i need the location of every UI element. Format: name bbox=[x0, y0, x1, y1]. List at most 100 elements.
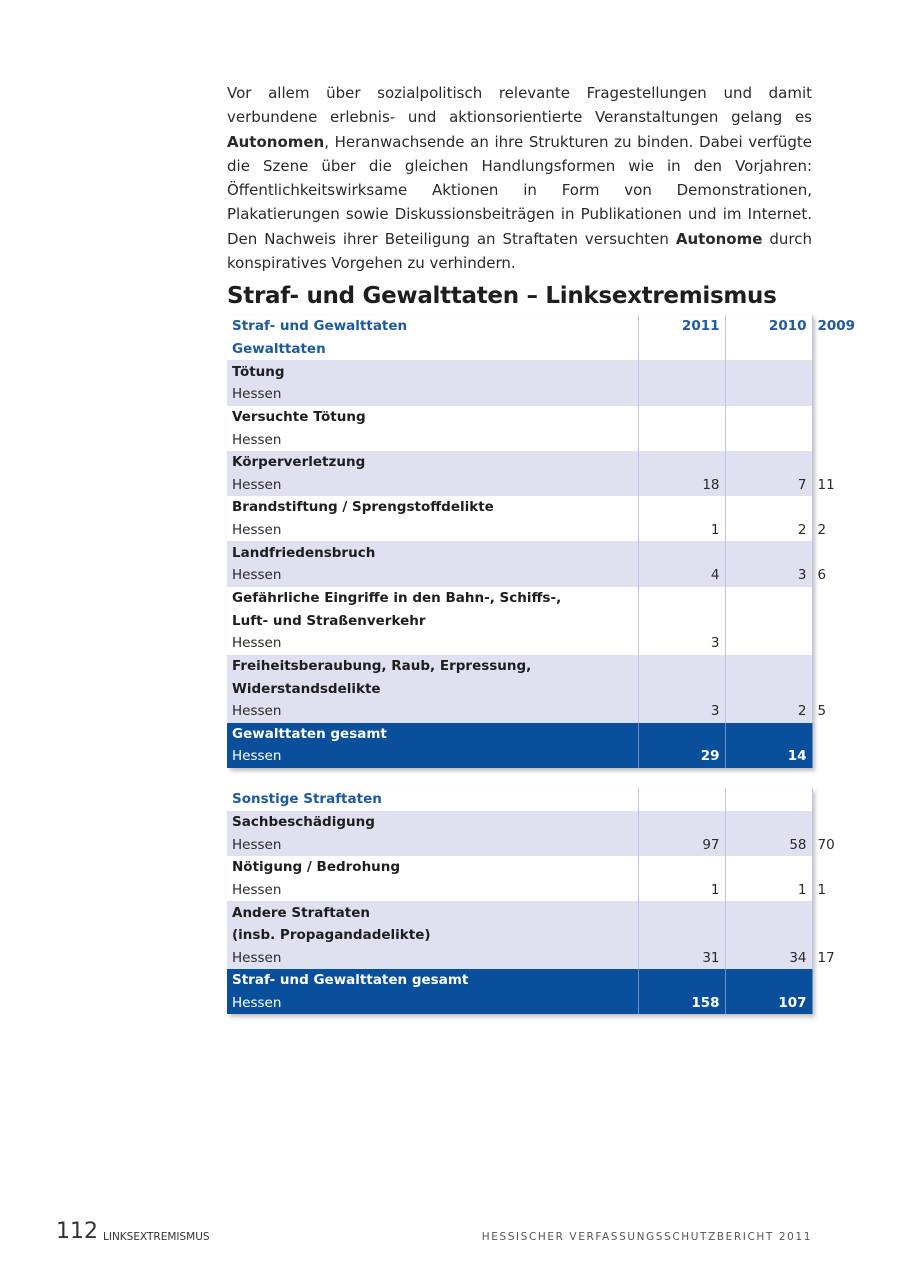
data-table: Sonstige Straftaten Sachbeschädigung Hesse… bbox=[227, 788, 846, 1015]
value-cell: 58 bbox=[724, 833, 812, 856]
region: Hessen bbox=[227, 564, 638, 587]
value-cell: 29 bbox=[637, 745, 725, 768]
row-label: Luft- und Straßenverkehr bbox=[227, 609, 638, 632]
value-row: Hessen bbox=[227, 382, 812, 406]
value-cell: 1 bbox=[637, 878, 725, 902]
value-cell: 3 bbox=[637, 699, 725, 723]
label-row: Luft- und Straßenverkehr bbox=[227, 609, 812, 632]
value-cell: 1 bbox=[724, 878, 812, 902]
empty-cell bbox=[637, 337, 725, 361]
value-row: Hessen 18 7 11 bbox=[227, 473, 835, 497]
empty-cell bbox=[637, 855, 725, 879]
section-row: Gewalttaten bbox=[227, 337, 812, 361]
empty-cell bbox=[724, 810, 812, 834]
region: Hessen bbox=[227, 946, 638, 970]
empty-cell bbox=[637, 360, 725, 383]
row-label: Tötung bbox=[227, 360, 638, 383]
value-cell bbox=[724, 631, 812, 655]
value-cell: 158 bbox=[637, 991, 725, 1015]
label-row: Versuchte Tötung bbox=[227, 405, 812, 429]
label-row: Gefährliche Eingriffe in den Bahn-, Schi… bbox=[227, 586, 812, 610]
page-number: 112 bbox=[56, 1219, 98, 1244]
row-label: Gewalttaten gesamt bbox=[227, 722, 638, 746]
text-run: Autonome bbox=[675, 229, 763, 248]
label-row: Körperverletzung bbox=[227, 450, 812, 474]
region: Hessen bbox=[227, 473, 638, 497]
value-cell: 14 bbox=[724, 745, 812, 768]
row-label: Landfriedensbruch bbox=[227, 541, 638, 565]
label-row: Freiheitsberaubung, Raub, Erpressung, bbox=[227, 654, 812, 678]
row-label: Andere Straftaten bbox=[227, 901, 638, 924]
footer-section: LINKSEXTREMISMUS bbox=[103, 1231, 210, 1243]
empty-cell bbox=[724, 609, 812, 632]
value-cell: 3 bbox=[637, 631, 725, 655]
region: Hessen bbox=[227, 699, 638, 723]
section-row: Sonstige Straftaten bbox=[227, 788, 812, 811]
value-row: Hessen 31 34 17 bbox=[227, 946, 835, 970]
value-row: Hessen 3 2 5 bbox=[227, 699, 826, 723]
text-run: Vor allem über sozialpolitisch relevante… bbox=[227, 84, 812, 127]
footer-publication: HESSISCHER VERFASSUNGSSCHUTZBERICHT 2011 bbox=[481, 1231, 812, 1243]
empty-cell bbox=[724, 654, 812, 678]
empty-cell bbox=[724, 360, 812, 383]
label-row: Nötigung / Bedrohung bbox=[227, 855, 812, 879]
data-table: Straf- und Gewalttaten 2011 2010 2009 Gewalt… bbox=[227, 315, 855, 768]
section-heading: Sonstige Straftaten bbox=[227, 788, 638, 811]
value-row: Hessen 1 2 2 bbox=[227, 518, 826, 542]
value-cell: 2 bbox=[724, 518, 812, 542]
header-row: Straf- und Gewalttaten 2011 2010 2009 bbox=[227, 315, 855, 338]
empty-cell bbox=[724, 722, 812, 746]
value-row: Hessen 158 107 112 bbox=[227, 991, 846, 1015]
value-row: Hessen 4 3 6 bbox=[227, 564, 826, 587]
row-label: Nötigung / Bedrohung bbox=[227, 855, 638, 879]
text-run: , Heranwachsende an ihre Strukturen zu b… bbox=[227, 132, 812, 248]
empty-cell bbox=[637, 609, 725, 632]
region: Hessen bbox=[227, 991, 638, 1015]
value-cell: 2 bbox=[724, 699, 812, 723]
empty-cell bbox=[637, 923, 725, 947]
value-cell: 1 bbox=[637, 518, 725, 542]
value-cell: 4 bbox=[637, 564, 725, 587]
value-cell bbox=[724, 428, 812, 451]
empty-cell bbox=[637, 788, 725, 811]
value-cell: 34 bbox=[724, 946, 812, 970]
empty-cell bbox=[724, 923, 812, 947]
label-row: Widerstandsdelikte bbox=[227, 677, 812, 700]
row-label: Versuchte Tötung bbox=[227, 405, 638, 429]
label-row: Sachbeschädigung bbox=[227, 810, 812, 834]
empty-cell bbox=[724, 901, 812, 924]
empty-cell bbox=[637, 722, 725, 746]
empty-cell bbox=[724, 586, 812, 610]
label-row: Brandstiftung / Sprengstoffdelikte bbox=[227, 496, 812, 519]
empty-cell bbox=[637, 405, 725, 429]
row-label: Gefährliche Eingriffe in den Bahn-, Schi… bbox=[227, 586, 638, 610]
empty-cell bbox=[724, 677, 812, 700]
region: Hessen bbox=[227, 382, 638, 406]
empty-cell bbox=[637, 677, 725, 700]
empty-cell bbox=[637, 541, 725, 565]
value-cell: 31 bbox=[637, 946, 725, 970]
label-row: (insb. Propagandadelikte) bbox=[227, 923, 812, 947]
value-cell bbox=[637, 428, 725, 451]
body-paragraph: Vor allem über sozialpolitisch relevante… bbox=[227, 81, 812, 275]
row-label: Freiheitsberaubung, Raub, Erpressung, bbox=[227, 654, 638, 678]
table-title: Straf- und Gewalttaten – Linksextremismu… bbox=[227, 283, 777, 309]
value-row: Hessen 3 bbox=[227, 631, 812, 655]
empty-cell bbox=[637, 969, 725, 992]
text-run: durch konspiratives Vorgehen zu verhinde… bbox=[227, 229, 812, 273]
row-label: Widerstandsdelikte bbox=[227, 677, 638, 700]
row-label: Straf- und Gewalttaten gesamt bbox=[227, 969, 638, 992]
empty-cell bbox=[724, 496, 812, 519]
empty-cell bbox=[637, 901, 725, 924]
empty-cell bbox=[637, 654, 725, 678]
value-cell: 3 bbox=[724, 564, 812, 587]
value-cell: 18 bbox=[637, 473, 725, 497]
region: Hessen bbox=[227, 878, 638, 902]
region: Hessen bbox=[227, 833, 638, 856]
section-heading: Gewalttaten bbox=[227, 337, 638, 361]
row-label: (insb. Propagandadelikte) bbox=[227, 923, 638, 947]
value-cell bbox=[724, 382, 812, 406]
value-cell: 7 bbox=[724, 473, 812, 497]
row-label: Körperverletzung bbox=[227, 450, 638, 474]
year-header: 2010 bbox=[724, 315, 812, 338]
